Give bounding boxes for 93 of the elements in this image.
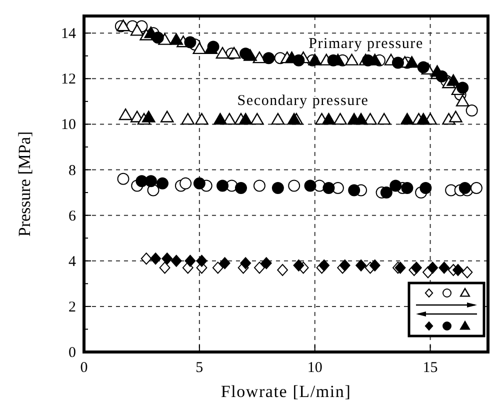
point [466, 104, 478, 117]
point [304, 180, 316, 192]
point [244, 49, 257, 61]
point [144, 175, 157, 188]
point [438, 262, 450, 274]
point [170, 33, 183, 45]
point [216, 46, 230, 59]
point [354, 112, 368, 125]
point [470, 182, 482, 194]
y-tick-label: 2 [68, 299, 76, 316]
point [156, 177, 168, 190]
point [262, 52, 275, 64]
point [272, 182, 284, 194]
point [427, 262, 438, 274]
point [392, 56, 404, 69]
point [216, 180, 229, 192]
point [405, 56, 418, 68]
x-tick-label: 0 [80, 360, 88, 376]
point [162, 252, 173, 265]
point [170, 254, 182, 267]
point [390, 180, 402, 192]
point [116, 20, 130, 32]
annotation: Primary pressure [308, 36, 424, 52]
point [334, 112, 347, 125]
point [456, 82, 469, 94]
point [159, 262, 170, 274]
y-tick-label: 14 [61, 26, 76, 42]
y-tick-label: 0 [68, 345, 76, 361]
point [234, 182, 247, 194]
point [394, 262, 406, 274]
point [254, 262, 265, 274]
point [339, 259, 350, 272]
point [181, 112, 195, 125]
point [446, 74, 460, 86]
point [214, 112, 227, 125]
y-tick-label: 6 [68, 208, 76, 224]
point [322, 182, 335, 194]
point [356, 259, 366, 272]
point [212, 262, 224, 274]
point [401, 182, 414, 194]
point [417, 61, 430, 74]
point [238, 112, 252, 125]
point [117, 172, 130, 185]
point [308, 54, 322, 66]
point [452, 264, 464, 276]
point [196, 254, 208, 267]
y-tick-label: 10 [61, 117, 76, 134]
x-tick-label: 10 [307, 360, 322, 376]
point [193, 177, 206, 190]
point [160, 110, 174, 122]
point [227, 46, 241, 59]
point [287, 112, 301, 125]
point [322, 112, 336, 125]
point [420, 182, 432, 194]
point [377, 112, 391, 125]
point [400, 112, 414, 125]
point [130, 24, 144, 36]
point [288, 180, 300, 192]
y-axis-title: Pressure [MPa] [15, 131, 34, 237]
point [192, 42, 206, 54]
point [184, 36, 196, 48]
point [449, 110, 462, 122]
point [293, 259, 304, 272]
y-tick-label: 8 [68, 162, 76, 179]
point [369, 259, 380, 272]
point [462, 266, 473, 278]
x-axis-title: Flowrate [L/min] [220, 382, 352, 401]
point [142, 110, 156, 122]
point [277, 264, 288, 276]
point [250, 112, 264, 125]
point [195, 112, 208, 125]
point [118, 108, 132, 120]
point [345, 54, 358, 66]
x-tick-label: 5 [196, 360, 204, 376]
y-tick-label: 4 [68, 254, 76, 270]
point [380, 186, 392, 199]
annotation: Secondary pressure [237, 93, 369, 109]
point [253, 180, 266, 192]
x-tick-label: 15 [422, 360, 438, 376]
point [140, 252, 152, 265]
point [260, 257, 272, 270]
y-tick-label: 12 [61, 72, 76, 88]
point [458, 182, 471, 194]
point [271, 112, 285, 125]
point [240, 257, 252, 270]
point [456, 94, 470, 106]
point [348, 184, 360, 196]
point [416, 112, 430, 125]
point [180, 177, 192, 190]
point [318, 259, 330, 272]
point [219, 257, 230, 270]
point [150, 252, 162, 265]
point [184, 254, 196, 267]
